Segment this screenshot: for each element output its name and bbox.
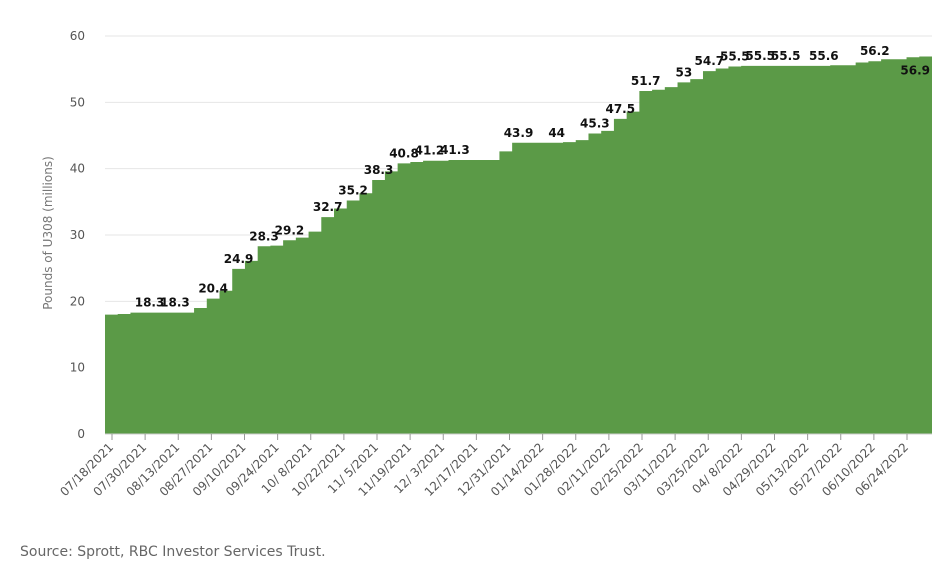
x-axis: 07/18/202107/30/202108/13/202108/27/2021… (57, 433, 932, 499)
data-label: 32.7 (313, 200, 343, 214)
area-fill (105, 56, 932, 435)
data-label: 18.3 (135, 296, 165, 310)
data-label: 35.2 (338, 184, 368, 198)
data-label: 38.3 (364, 163, 394, 177)
y-tick-label: 10 (70, 361, 85, 375)
data-label: 40.8 (389, 146, 419, 160)
data-label: 51.7 (631, 74, 661, 88)
data-label: 43.9 (504, 126, 534, 140)
chart: 0 10 20 30 40 50 60 07/18/202107/30/202108/13/… (41, 29, 932, 499)
data-label: 55.5 (720, 50, 750, 64)
data-label: 28.3 (249, 229, 279, 243)
y-tick-label: 30 (70, 228, 85, 242)
data-label: 20.4 (198, 282, 228, 296)
data-label: 24.9 (224, 252, 254, 266)
y-tick-label: 60 (70, 29, 85, 43)
data-label: 41.3 (440, 143, 470, 157)
data-label: 47.5 (605, 102, 635, 116)
data-labels: 18.318.3 20.4 24.9 28.329.2 32.7 35.2 38.3 40.8… (135, 44, 930, 309)
data-label: 53 (676, 65, 693, 79)
source-note: Source: Sprott, RBC Investor Services Tr… (20, 544, 326, 560)
data-label: 54.7 (695, 54, 725, 68)
data-label: 41.2 (415, 144, 445, 158)
data-label: 45.3 (580, 117, 610, 131)
y-axis: 0 10 20 30 40 50 60 (70, 29, 85, 441)
data-label: 18.3 (160, 296, 190, 310)
y-tick-label: 40 (70, 162, 85, 176)
area-series (105, 56, 932, 435)
y-tick-label: 50 (70, 95, 85, 109)
data-label: 44 (548, 126, 565, 140)
data-label: 55.5 (745, 49, 775, 63)
data-label: 29.2 (275, 223, 305, 237)
y-tick-label: 20 (70, 294, 85, 308)
y-axis-title: Pounds of U308 (millions) (41, 156, 55, 310)
data-label: 56.9 (900, 64, 930, 78)
data-label: 55.6 (809, 49, 839, 63)
data-label: 56.2 (860, 44, 890, 58)
y-tick-label: 0 (77, 427, 85, 441)
data-label: 55.5 (771, 49, 801, 63)
